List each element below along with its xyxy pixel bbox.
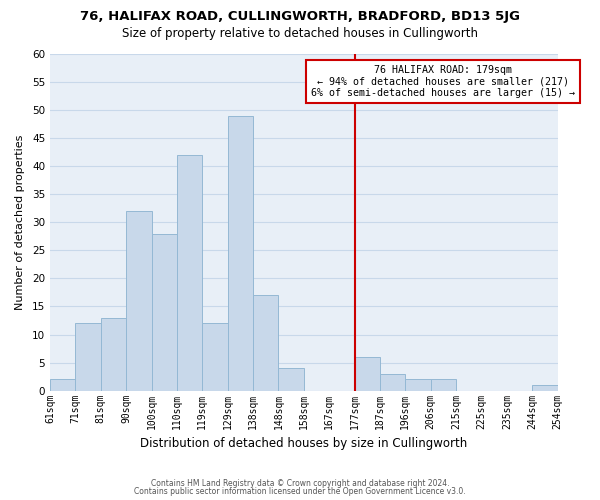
Bar — [253, 296, 278, 390]
Bar — [355, 357, 380, 390]
Text: 76, HALIFAX ROAD, CULLINGWORTH, BRADFORD, BD13 5JG: 76, HALIFAX ROAD, CULLINGWORTH, BRADFORD… — [80, 10, 520, 23]
Y-axis label: Number of detached properties: Number of detached properties — [15, 134, 25, 310]
Text: 76 HALIFAX ROAD: 179sqm
← 94% of detached houses are smaller (217)
6% of semi-de: 76 HALIFAX ROAD: 179sqm ← 94% of detache… — [311, 65, 575, 98]
Text: Contains HM Land Registry data © Crown copyright and database right 2024.: Contains HM Land Registry data © Crown c… — [151, 478, 449, 488]
Bar — [532, 385, 557, 390]
Bar — [101, 318, 126, 390]
Bar — [76, 324, 101, 390]
Bar — [431, 380, 456, 390]
Bar — [228, 116, 253, 390]
Text: Contains public sector information licensed under the Open Government Licence v3: Contains public sector information licen… — [134, 487, 466, 496]
X-axis label: Distribution of detached houses by size in Cullingworth: Distribution of detached houses by size … — [140, 437, 467, 450]
Bar — [152, 234, 177, 390]
Bar — [380, 374, 406, 390]
Bar — [278, 368, 304, 390]
Bar — [50, 380, 76, 390]
Bar — [177, 155, 202, 390]
Bar — [126, 211, 152, 390]
Bar — [202, 324, 228, 390]
Text: Size of property relative to detached houses in Cullingworth: Size of property relative to detached ho… — [122, 28, 478, 40]
Bar — [406, 380, 431, 390]
